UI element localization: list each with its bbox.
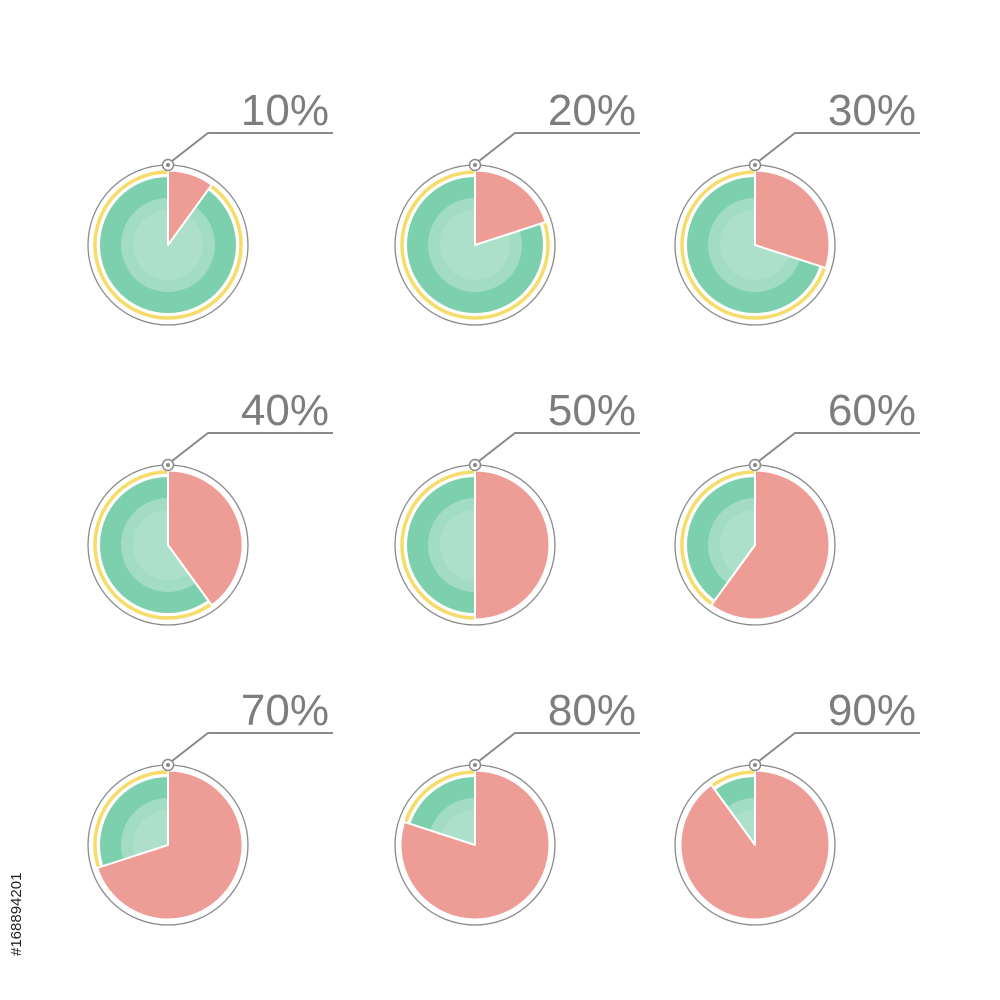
remaining-slice — [409, 777, 475, 845]
accent-arc — [93, 170, 243, 320]
percentage-label: 60% — [828, 386, 916, 435]
percentage-label: 30% — [828, 86, 916, 135]
remaining-base — [409, 777, 475, 845]
accent-arc — [400, 170, 550, 320]
pie-chart-70: 70% — [87, 686, 333, 926]
pie-chart-80: 80% — [394, 686, 640, 926]
accent-arc — [93, 770, 169, 869]
percentage-label: 20% — [548, 86, 636, 135]
filled-slice — [754, 169, 831, 270]
leader-line — [758, 432, 920, 462]
leader-line — [478, 432, 640, 462]
pie-chart-10: 10% — [87, 86, 333, 326]
pointer-dot — [753, 163, 757, 167]
percentage-label: 90% — [828, 686, 916, 735]
filled-slice — [399, 769, 551, 921]
pointer-dot — [166, 463, 170, 467]
filled-slice — [96, 769, 244, 921]
pie-chart-20: 20% — [394, 86, 640, 326]
pie-chart-60: 60% — [674, 386, 920, 626]
stock-id: #168894201 — [4, 760, 38, 960]
accent-arc — [680, 170, 827, 320]
leader-line — [171, 132, 333, 162]
percentage-label: 80% — [548, 686, 636, 735]
leader-line — [171, 732, 333, 762]
remaining-core — [440, 510, 475, 580]
pie-chart-30: 30% — [674, 86, 920, 326]
pointer-dot — [473, 763, 477, 767]
remaining-base — [100, 777, 168, 867]
filled-slice — [474, 169, 547, 246]
filled-slice — [167, 469, 244, 607]
remaining-core — [440, 810, 475, 845]
percentage-label: 70% — [241, 686, 329, 735]
stock-id-text: #168894201 — [8, 872, 25, 956]
remaining-slice — [407, 477, 475, 613]
accent-arc — [93, 470, 212, 620]
percentage-label: 10% — [241, 86, 329, 135]
pointer-dot — [753, 463, 757, 467]
pointer-dot — [473, 463, 477, 467]
filled-slice — [710, 469, 831, 621]
pie-chart-50: 50% — [394, 386, 640, 626]
accent-arc — [711, 770, 756, 788]
accent-arc — [680, 470, 756, 606]
remaining-core — [720, 510, 755, 580]
remaining-base — [407, 477, 475, 613]
accent-arc — [403, 770, 476, 823]
filled-slice — [474, 469, 551, 621]
pie-chart-40: 40% — [87, 386, 333, 626]
filled-slice — [679, 769, 831, 921]
pointer-dot — [473, 163, 477, 167]
leader-line — [758, 732, 920, 762]
percentage-label: 50% — [548, 386, 636, 435]
percentage-label: 40% — [241, 386, 329, 435]
leader-line — [758, 132, 920, 162]
remaining-slice — [687, 477, 755, 601]
pointer-dot — [166, 763, 170, 767]
remaining-base — [687, 477, 755, 601]
leader-line — [478, 732, 640, 762]
pie-chart-90: 90% — [674, 686, 920, 926]
accent-arc — [400, 470, 476, 620]
pointer-dot — [166, 163, 170, 167]
leader-line — [171, 432, 333, 462]
pointer-dot — [753, 763, 757, 767]
leader-line — [478, 132, 640, 162]
